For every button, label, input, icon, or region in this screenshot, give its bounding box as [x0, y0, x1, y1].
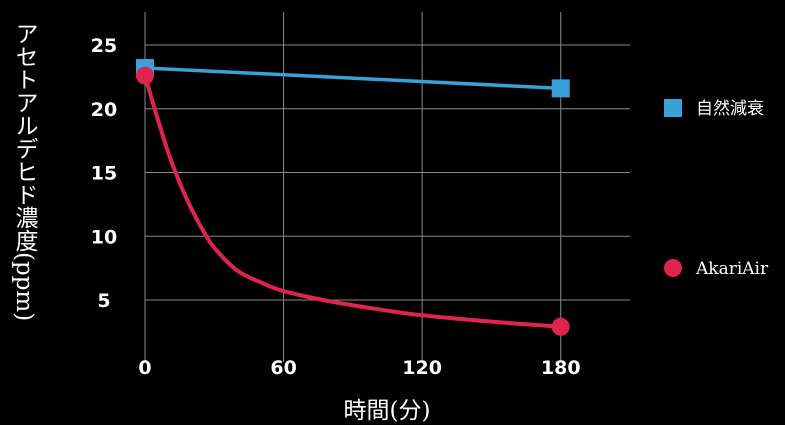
x-axis-title: 時間(分)	[344, 398, 431, 424]
grid	[144, 12, 630, 362]
legend-swatch	[664, 259, 682, 277]
y-tick-label: 25	[91, 35, 117, 57]
legend-label: AkariAir	[695, 259, 769, 279]
tick-labels: 0 60 120 180 5 10 15 20 25	[91, 35, 581, 379]
x-tick-label: 60	[270, 357, 296, 379]
series-1-point	[551, 79, 570, 98]
series-2-point	[136, 66, 154, 85]
x-tick-label: 0	[138, 357, 151, 379]
y-tick-label: 10	[91, 226, 117, 248]
legend-label: 自然減衰	[696, 99, 764, 119]
series-1-line	[144, 66, 561, 91]
series-layer	[143, 66, 563, 329]
y-tick-label: 5	[97, 290, 110, 312]
y-tick-label: 20	[91, 99, 117, 121]
y-axis-title: アセトアルデヒド濃度(ppm)	[11, 22, 39, 321]
legend: 自然減衰 AkariAir	[664, 99, 769, 279]
x-tick-label: 180	[541, 357, 581, 379]
y-tick-label: 15	[91, 163, 117, 185]
legend-swatch	[664, 99, 682, 117]
marker-layer	[136, 58, 570, 336]
series-2-point	[551, 317, 570, 336]
x-tick-label: 120	[402, 357, 442, 379]
series-2-line	[143, 73, 563, 329]
